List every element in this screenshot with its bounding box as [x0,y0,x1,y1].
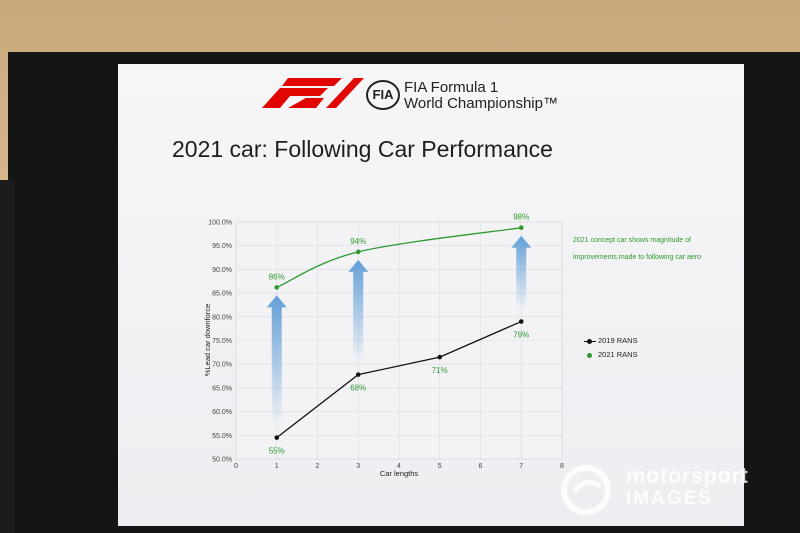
monitor-stand [0,180,14,533]
x-tick-label: 0 [234,463,238,470]
data-point [355,249,361,255]
y-tick-label: 70.0% [212,362,232,369]
x-tick-label: 4 [397,463,401,470]
legend-label: 2019 RANS [598,336,638,345]
watermark-text: motorsport IMAGES [626,464,748,510]
improvement-arrow [348,259,369,363]
presentation-slide: FIA FIA Formula 1 World Championship™ 20… [118,64,744,526]
y-tick-label: 100.0% [208,220,232,227]
logo-line-2: World Championship™ [404,95,558,112]
x-tick-label: 8 [560,463,564,470]
x-tick-label: 2 [316,463,320,470]
y-tick-label: 75.0% [212,338,232,345]
data-label: 94% [350,237,366,246]
legend-item-2021: 2021 RANS [584,348,638,362]
data-label: 79% [513,331,529,340]
following-car-chart: 50.0% 55.0% 60.0% 65.0% 70.0% 75.0% 80.0% 85.0%… [203,213,564,478]
y-tick-label: 55.0% [212,433,232,440]
series-line-2021-rans [276,227,522,289]
y-axis-title: %Lead car downforce [203,304,212,377]
y-tick-label: 80.0% [212,314,232,321]
x-tick-label: 1 [275,463,279,470]
slide-title: 2021 car: Following Car Performance [172,136,553,162]
legend-dot-marker [587,338,592,344]
y-tick-label: 85.0% [212,291,232,298]
f1-logo [262,78,364,108]
championship-logo-text: FIA Formula 1 World Championship™ [404,80,594,112]
data-point [518,319,524,324]
data-point [274,285,280,290]
y-tick-label: 60.0% [212,409,232,416]
y-tick-label: 90.0% [212,267,232,274]
motorsport-images-watermark: motorsport IMAGES [556,462,800,522]
data-label: 71% [432,366,448,375]
legend-item-2019: 2019 RANS [584,334,638,348]
data-point [274,435,280,440]
data-point [518,225,524,230]
y-tick-label: 65.0% [212,385,232,392]
data-label: 86% [269,272,285,281]
motorsport-logo-icon [561,465,611,515]
data-point [437,354,443,360]
data-label: 55% [269,447,285,456]
x-tick-label: 6 [479,463,483,470]
chart-legend: 2019 RANS 2021 RANS [584,334,638,362]
data-label: 68% [350,384,366,393]
x-tick-label: 5 [438,463,442,470]
x-tick-label: 3 [356,463,360,470]
watermark-line-1: motorsport [626,463,749,488]
data-label: 98% [513,213,529,222]
x-axis-title: Car lengths [380,469,419,478]
watermark-line-2: IMAGES [626,488,713,509]
fia-badge: FIA [366,80,400,110]
series-line-2019-rans [276,320,522,439]
improvement-arrow [266,295,287,426]
logo-line-1: FIA Formula 1 [404,79,499,96]
legend-label: 2021 RANS [598,350,638,359]
x-tick-label: 7 [519,463,523,470]
data-point [355,372,361,377]
y-tick-label: 95.0% [212,243,232,250]
chart-annotation: 2021 concept car shows magnitude of impr… [573,237,702,261]
improvement-arrow [511,235,532,310]
y-tick-label: 50.0% [212,457,232,464]
legend-dot-marker [587,352,592,358]
